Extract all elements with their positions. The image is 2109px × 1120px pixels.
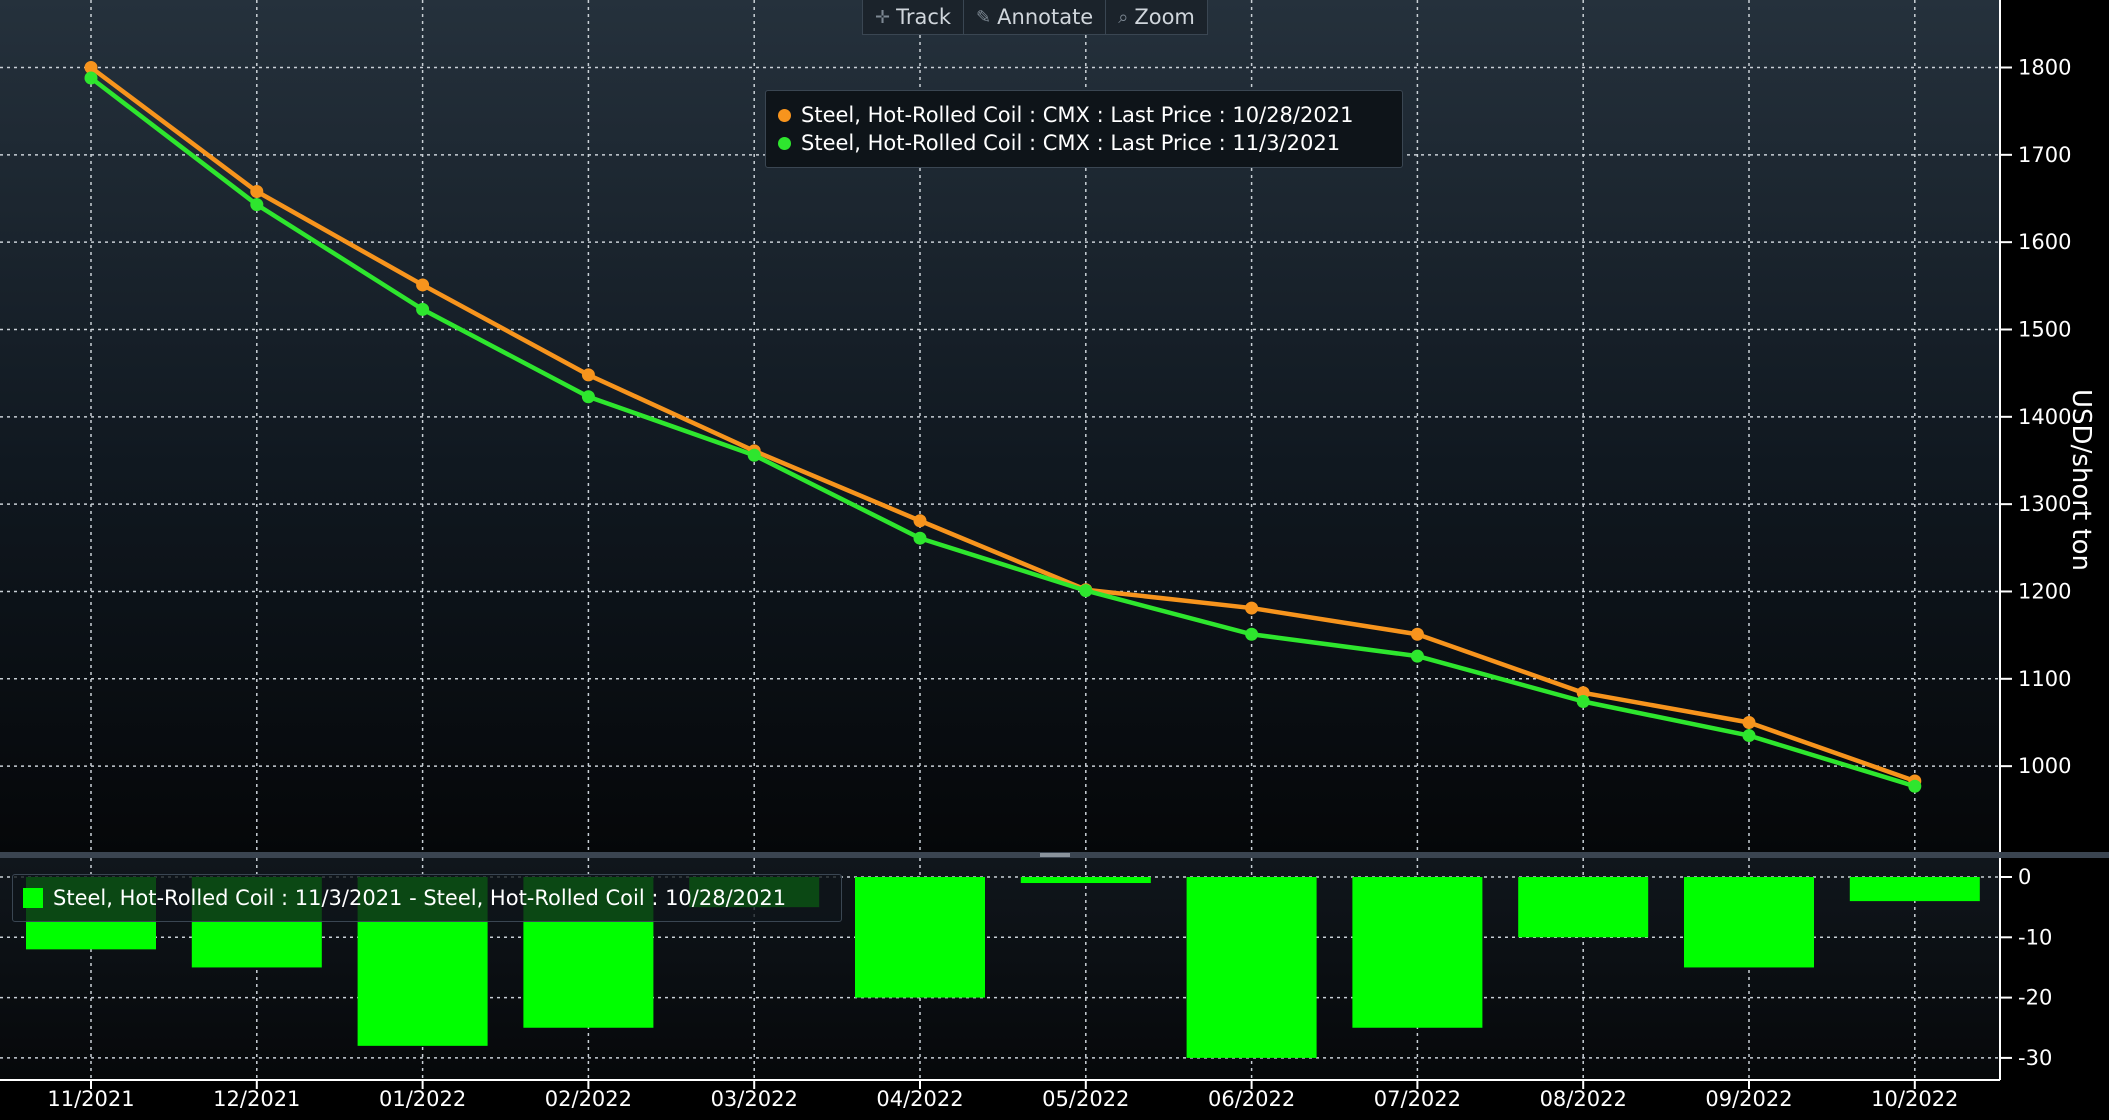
data-point-series-1	[84, 61, 98, 74]
data-point-series-2	[416, 302, 430, 316]
track-label: Track	[896, 5, 952, 29]
difference-bar	[1352, 877, 1483, 1028]
data-point-series-1	[250, 185, 264, 199]
data-point-series-2	[913, 531, 927, 545]
zoom-button[interactable]: ⌕ Zoom	[1106, 0, 1207, 34]
magnifier-icon: ⌕	[1118, 6, 1129, 28]
green-square-icon	[23, 888, 43, 908]
y-tick-label: 1300	[2018, 492, 2071, 516]
data-point-series-2	[1908, 779, 1922, 793]
series-line-1	[89, 65, 1916, 784]
crosshair-icon: ✛	[875, 6, 891, 28]
data-point-series-2	[747, 448, 761, 462]
green-dot-icon	[778, 136, 791, 150]
chart-toolbar: ✛ Track ✎ Annotate ⌕ Zoom	[862, 0, 1208, 35]
axes: 1000 1100 1200 1300 1400 1500 1600 1700 1800 0 -10…	[0, 0, 2071, 1111]
lower-y-tick-label: -10	[2018, 925, 2052, 949]
data-point-series-2	[1742, 729, 1756, 743]
difference-bar	[855, 877, 985, 998]
annotate-label: Annotate	[997, 5, 1094, 29]
series-line-2	[89, 76, 1916, 789]
data-point-series-1	[1245, 601, 1259, 615]
lower-y-tick-label: -20	[2018, 986, 2052, 1010]
legend-entry-series-1: Steel, Hot-Rolled Coil : CMX : Last Pric…	[778, 101, 1390, 129]
y-tick-label: 1600	[2018, 230, 2071, 254]
data-point-series-2	[250, 198, 264, 212]
orange-dot-icon	[778, 108, 791, 122]
y-tick-label: 1100	[2018, 667, 2071, 691]
x-tick-label: 12/2021	[213, 1087, 300, 1111]
data-point-series-1	[581, 368, 595, 382]
x-tick-label: 06/2022	[1208, 1087, 1295, 1111]
x-tick-label: 08/2022	[1540, 1087, 1627, 1111]
x-tick-label: 02/2022	[545, 1087, 632, 1111]
difference-bar	[1684, 877, 1814, 968]
panel-resize-handle[interactable]	[1040, 853, 1070, 857]
y-tick-label: 1000	[2018, 754, 2071, 778]
legend-label-series-2: Steel, Hot-Rolled Coil : CMX : Last Pric…	[801, 131, 1341, 155]
difference-bar	[1849, 877, 1980, 902]
data-point-series-2	[1245, 627, 1259, 641]
y-tick-label: 1800	[2018, 56, 2071, 80]
difference-legend[interactable]: Steel, Hot-Rolled Coil : 11/3/2021 - Ste…	[12, 874, 842, 922]
zoom-label: Zoom	[1134, 5, 1195, 29]
series-lines	[84, 61, 1922, 793]
difference-legend-label: Steel, Hot-Rolled Coil : 11/3/2021 - Ste…	[53, 886, 787, 910]
data-point-series-1	[1410, 627, 1424, 641]
y-axis-label: USD/short ton	[2066, 389, 2096, 571]
legend-label-series-1: Steel, Hot-Rolled Coil : CMX : Last Pric…	[801, 103, 1354, 127]
track-button[interactable]: ✛ Track	[863, 0, 965, 34]
data-point-series-1	[913, 514, 927, 528]
pencil-icon: ✎	[976, 6, 992, 28]
x-tick-label: 07/2022	[1374, 1087, 1461, 1111]
y-tick-label: 1700	[2018, 143, 2071, 167]
x-tick-label: 04/2022	[876, 1087, 963, 1111]
y-tick-label: 1500	[2018, 317, 2071, 341]
y-tick-label: 1200	[2018, 579, 2071, 603]
x-tick-label: 10/2022	[1871, 1087, 1958, 1111]
data-point-series-1	[416, 278, 430, 292]
x-tick-label: 11/2021	[47, 1087, 134, 1111]
y-tick-label: 1400	[2018, 405, 2071, 429]
data-point-series-2	[1576, 695, 1590, 709]
data-point-series-2	[1410, 649, 1424, 663]
data-point-series-1	[1742, 715, 1756, 729]
x-tick-label: 09/2022	[1705, 1087, 1792, 1111]
x-tick-label: 03/2022	[711, 1087, 798, 1111]
difference-bar	[1186, 877, 1317, 1058]
line-legend[interactable]: Steel, Hot-Rolled Coil : CMX : Last Pric…	[765, 90, 1403, 168]
x-tick-label: 01/2022	[379, 1087, 466, 1111]
lower-y-tick-label: 0	[2018, 865, 2031, 889]
data-point-series-2	[84, 71, 98, 85]
data-point-series-2	[581, 390, 595, 404]
data-point-series-2	[1079, 584, 1093, 598]
lower-y-tick-label: -30	[2018, 1046, 2052, 1070]
difference-bar	[1518, 877, 1649, 938]
annotate-button[interactable]: ✎ Annotate	[964, 0, 1107, 34]
legend-entry-series-2: Steel, Hot-Rolled Coil : CMX : Last Pric…	[778, 129, 1390, 157]
x-tick-label: 05/2022	[1042, 1087, 1129, 1111]
difference-bar	[1020, 877, 1151, 884]
